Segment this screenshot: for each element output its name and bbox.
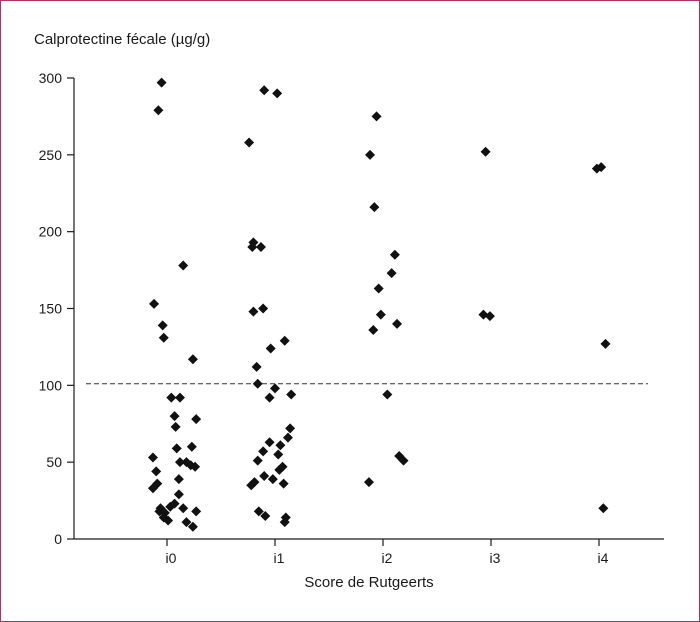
data-point-i0-1 <box>153 105 164 116</box>
data-point-i1-48 <box>286 389 297 400</box>
data-point-i1-37 <box>244 137 255 148</box>
data-point-i1-60 <box>267 474 278 485</box>
data-point-i3-83 <box>484 311 495 322</box>
data-point-i0-5 <box>158 332 169 343</box>
data-point-i0-33 <box>181 517 192 528</box>
data-point-i0-11 <box>170 421 181 432</box>
data-point-i2-68 <box>371 111 382 122</box>
data-point-i1-44 <box>265 343 276 354</box>
data-point-i0-20 <box>173 474 184 485</box>
data-point-i0-15 <box>174 457 185 468</box>
x-tick-label-i3: i3 <box>490 550 501 566</box>
data-point-i2-76 <box>368 325 379 336</box>
data-point-i0-12 <box>171 443 182 454</box>
data-point-i0-10 <box>191 414 202 425</box>
data-point-i1-43 <box>279 335 290 346</box>
data-point-i1-47 <box>270 383 280 394</box>
data-point-i1-65 <box>260 510 271 521</box>
data-point-i0-22 <box>147 483 158 494</box>
data-point-i2-69 <box>365 149 376 160</box>
data-points <box>147 77 611 532</box>
data-point-i1-55 <box>273 449 284 460</box>
y-tick-label-300: 300 <box>39 70 63 86</box>
y-tick-label-50: 50 <box>46 454 62 470</box>
data-point-i1-45 <box>251 361 262 372</box>
data-point-i1-62 <box>246 480 257 491</box>
data-point-i0-32 <box>163 515 174 526</box>
data-point-i1-52 <box>264 437 275 448</box>
data-point-i1-50 <box>285 423 296 434</box>
data-point-i0-8 <box>174 392 185 403</box>
data-point-i2-72 <box>386 268 397 279</box>
data-point-i2-74 <box>375 309 386 320</box>
x-tick-label-i2: i2 <box>382 550 393 566</box>
y-axis-title: Calprotectine fécale (µg/g) <box>34 31 210 48</box>
x-tick-label-i4: i4 <box>598 550 609 566</box>
data-point-i2-79 <box>398 455 409 466</box>
data-point-i1-42 <box>248 306 259 317</box>
x-axis-title: Score de Rutgeerts <box>304 574 433 591</box>
data-point-i3-81 <box>480 146 491 157</box>
data-point-i4-85 <box>596 162 607 173</box>
data-point-i2-75 <box>392 318 403 329</box>
data-point-i0-25 <box>165 501 176 512</box>
data-point-i1-59 <box>259 470 270 481</box>
data-point-i1-56 <box>252 455 263 466</box>
data-point-i0-19 <box>151 466 162 477</box>
data-point-i0-4 <box>157 320 168 331</box>
data-point-i1-39 <box>247 242 258 253</box>
data-point-i0-2 <box>178 260 189 271</box>
data-point-i1-58 <box>274 464 285 475</box>
data-point-i0-28 <box>154 506 165 517</box>
data-point-i1-40 <box>255 242 266 253</box>
data-point-i0-0 <box>156 77 167 88</box>
data-point-i0-3 <box>149 298 160 309</box>
data-point-i1-64 <box>253 506 264 517</box>
data-point-i0-6 <box>187 354 198 365</box>
data-point-i1-36 <box>272 88 283 99</box>
data-point-i1-67 <box>279 517 290 528</box>
data-point-i1-54 <box>258 446 269 457</box>
data-point-i2-71 <box>389 249 400 260</box>
data-point-i1-41 <box>258 303 269 314</box>
data-point-i0-7 <box>166 392 177 403</box>
data-point-i0-34 <box>187 521 198 532</box>
data-point-i0-18 <box>190 461 201 472</box>
y-tick-label-100: 100 <box>39 377 63 393</box>
x-axis-ticks: i0 i1 i2 i3 i4 <box>166 539 609 566</box>
data-point-i2-77 <box>382 389 393 400</box>
data-point-i2-70 <box>369 202 380 213</box>
y-tick-label-0: 0 <box>54 531 62 547</box>
data-point-i0-13 <box>186 441 197 452</box>
y-tick-label-150: 150 <box>39 301 63 317</box>
data-point-i0-23 <box>173 489 184 500</box>
y-tick-label-250: 250 <box>39 147 63 163</box>
data-point-i0-30 <box>191 506 202 517</box>
data-point-i2-80 <box>363 477 374 488</box>
y-tick-label-200: 200 <box>39 224 63 240</box>
data-point-i2-73 <box>373 283 384 294</box>
data-point-i1-53 <box>275 440 286 451</box>
data-point-i1-35 <box>259 85 270 96</box>
data-point-i1-51 <box>282 432 293 443</box>
data-point-i4-87 <box>598 503 609 514</box>
x-tick-label-i0: i0 <box>166 550 177 566</box>
y-axis-ticks: 0 50 100 150 200 250 300 <box>39 70 74 547</box>
data-point-i0-27 <box>178 503 189 514</box>
data-point-i0-9 <box>169 411 180 422</box>
data-point-i1-49 <box>264 392 275 403</box>
x-tick-label-i1: i1 <box>274 550 285 566</box>
data-point-i1-46 <box>252 378 263 389</box>
data-point-i0-14 <box>147 452 158 463</box>
data-point-i1-63 <box>278 478 289 489</box>
data-point-i4-86 <box>600 338 611 349</box>
